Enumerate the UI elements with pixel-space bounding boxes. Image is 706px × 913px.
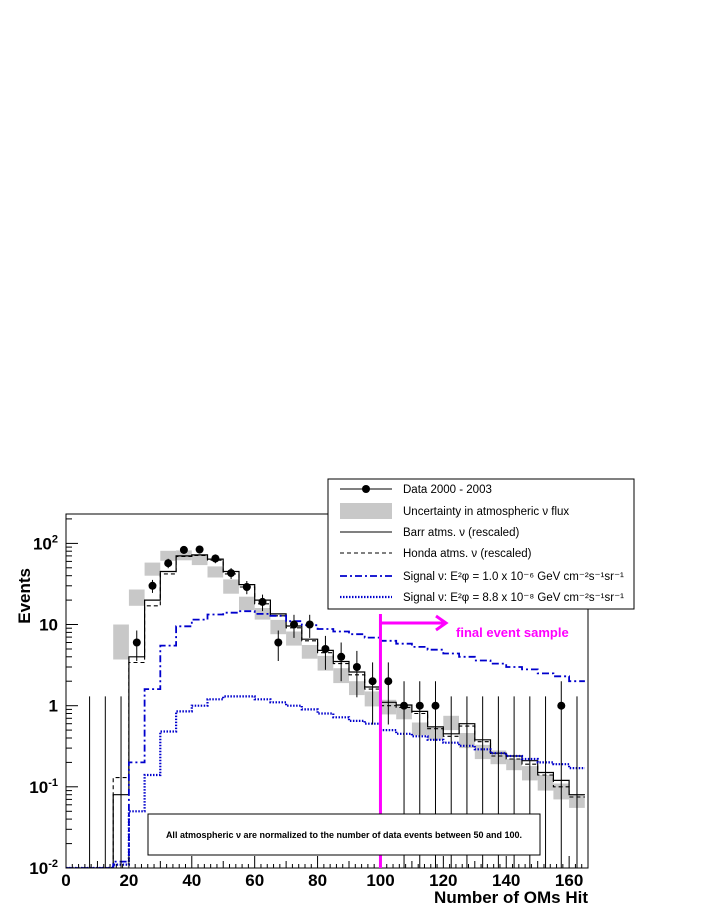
band-bin [191, 554, 208, 566]
data-point [242, 583, 251, 591]
cut-arrow-head [435, 614, 449, 632]
data-point [132, 638, 141, 647]
series-line-5 [66, 695, 585, 868]
legend-label: Signal ν: E²φ = 8.8 x 10⁻⁸ GeV cm⁻²s⁻¹sr… [403, 592, 624, 604]
cut-label: final event sample [456, 625, 569, 640]
x-axis-title: Number of OMs Hit [434, 888, 588, 907]
data-point [557, 701, 566, 710]
data-point [274, 638, 283, 647]
band-bin [239, 596, 255, 611]
y-tick-label: 1 [49, 697, 58, 716]
band-bin [223, 579, 239, 594]
data-point [384, 677, 393, 686]
series-line-3 [66, 554, 585, 868]
legend-marker [362, 485, 370, 493]
band-bin [128, 589, 145, 606]
data-point [321, 645, 330, 653]
band-bin [270, 619, 287, 635]
x-tick-label: 140 [492, 871, 520, 890]
data-point [258, 597, 267, 606]
band-bin [207, 566, 224, 578]
x-tick-label: 120 [429, 871, 457, 890]
band-bin [286, 631, 302, 646]
band-bin [301, 645, 318, 659]
x-tick-label: 40 [182, 871, 201, 890]
y-tick-label: 10-1 [29, 777, 58, 797]
data-point [431, 701, 440, 710]
y-tick-label: 10 [39, 616, 58, 635]
band-bin [160, 550, 176, 561]
note-text: All atmospheric ν are normalized to the … [166, 830, 522, 840]
data-point [179, 545, 188, 554]
series-line-4 [66, 610, 585, 868]
data-point [211, 554, 220, 563]
legend-label: Barr atms. ν (rescaled) [403, 527, 519, 539]
legend-label: Uncertainty in atmospheric ν flux [403, 506, 569, 518]
data-point [337, 652, 346, 661]
band-bin [113, 624, 129, 660]
data-point [195, 545, 204, 554]
y-axis-ticks: 10-2 10-1 1 10 102 [29, 518, 78, 878]
band-bin [144, 562, 161, 576]
data-point [148, 581, 157, 590]
x-tick-label: 20 [119, 871, 138, 890]
data-point [352, 663, 361, 671]
data-point [305, 620, 314, 629]
data-point [400, 701, 408, 710]
data-point [164, 559, 173, 568]
data-point [368, 677, 377, 686]
x-tick-label: 160 [555, 871, 583, 890]
legend-label: Honda atms. ν (rescaled) [403, 548, 532, 560]
x-tick-label: 60 [245, 871, 264, 890]
plot-frame [65, 513, 589, 869]
legend: Data 2000 - 2003 Uncertainty in atmospher… [327, 478, 635, 610]
x-tick-label: 0 [61, 871, 70, 890]
legend-label: Data 2000 - 2003 [403, 484, 492, 496]
normalization-note: All atmospheric ν are normalized to the … [147, 813, 541, 856]
data-point [290, 620, 298, 629]
legend-band [340, 503, 392, 519]
data-point [227, 569, 236, 578]
y-tick-label: 102 [33, 533, 58, 553]
x-tick-label: 100 [366, 871, 394, 890]
x-tick-label: 80 [308, 871, 327, 890]
data-point [415, 701, 424, 710]
y-axis-title: Events [15, 568, 34, 624]
legend-label: Signal ν: E²φ = 1.0 x 10⁻⁶ GeV cm⁻²s⁻¹sr… [403, 571, 624, 583]
x-axis-ticks: 0 20 40 60 80 100 120 140 160 [61, 856, 583, 890]
y-tick-label: 10-2 [29, 858, 58, 878]
